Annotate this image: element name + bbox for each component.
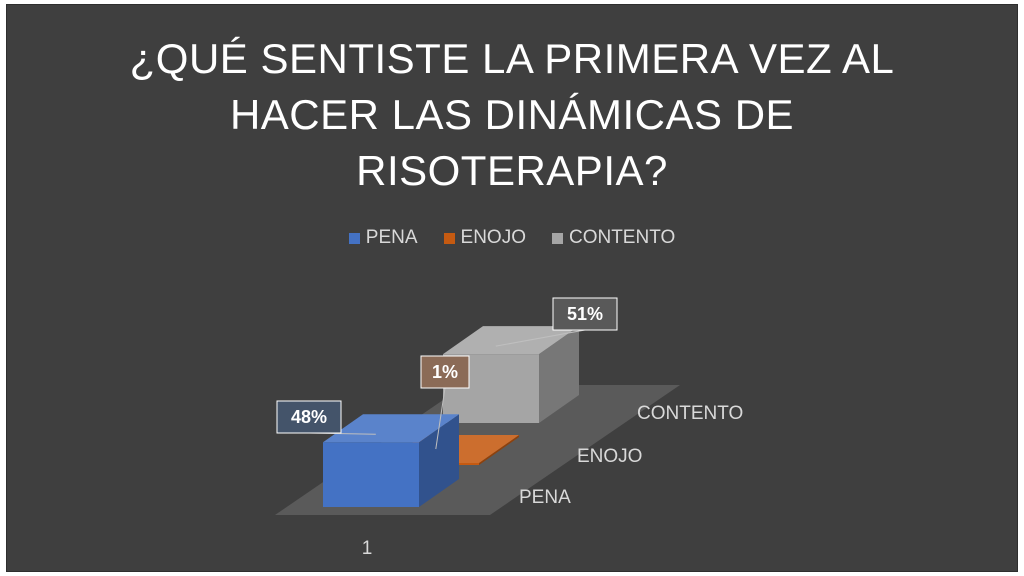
data-label-box-enojo [420, 355, 470, 389]
bar-top-contento [443, 326, 579, 355]
legend-label-pena: PENA [365, 227, 418, 248]
legend-swatch-pena [348, 232, 360, 244]
chart-plot: 51% 1% 48% PENA ENOJO CONTENTO 1 [275, 297, 743, 559]
legend-label-contento: CONTENTO [568, 227, 676, 248]
data-label-pena: 48% [276, 400, 376, 435]
legend-label-enojo: ENOJO [460, 227, 526, 248]
data-label-enojo: 1% [420, 355, 470, 450]
legend-item-pena: PENA [348, 227, 418, 249]
data-label-text-enojo: 1% [432, 362, 458, 382]
legend: PENA ENOJO CONTENTO [7, 227, 1017, 249]
data-label-text-contento: 51% [567, 304, 603, 324]
bar-front-pena [323, 442, 419, 507]
data-label-text-pena: 48% [291, 407, 327, 427]
title-line-2: HACER LAS DINÁMICAS DE [229, 91, 795, 138]
depth-label-enojo: ENOJO [577, 446, 642, 467]
legend-item-contento: CONTENTO [551, 227, 676, 249]
chart-slide: ¿QUÉ SENTISTE LA PRIMERA VEZ AL HACER LA… [6, 4, 1018, 572]
legend-item-enojo: ENOJO [443, 227, 526, 249]
bar-side-contento [539, 326, 579, 423]
data-label-contento: 51% [495, 297, 618, 347]
depth-label-contento: CONTENTO [637, 403, 743, 424]
category-label: 1 [362, 538, 373, 559]
leader-line-enojo [435, 387, 446, 450]
legend-swatch-enojo [443, 232, 455, 244]
leader-line-contento [495, 329, 586, 347]
bar-pena [323, 414, 459, 507]
data-label-box-pena [276, 400, 342, 434]
bar-top-pena [323, 414, 459, 443]
bar-side-enojo [479, 435, 519, 465]
legend-swatch-contento [551, 232, 563, 244]
title-line-3: RISOTERAPIA? [356, 147, 668, 194]
depth-label-pena: PENA [519, 487, 571, 508]
bar-side-pena [419, 414, 459, 507]
title-line-1: ¿QUÉ SENTISTE LA PRIMERA VEZ AL [129, 35, 895, 82]
chart-title: ¿QUÉ SENTISTE LA PRIMERA VEZ AL HACER LA… [67, 31, 957, 199]
data-label-box-contento [552, 297, 618, 331]
